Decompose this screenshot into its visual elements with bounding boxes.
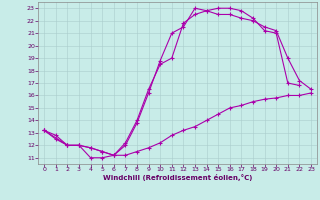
X-axis label: Windchill (Refroidissement éolien,°C): Windchill (Refroidissement éolien,°C) — [103, 174, 252, 181]
